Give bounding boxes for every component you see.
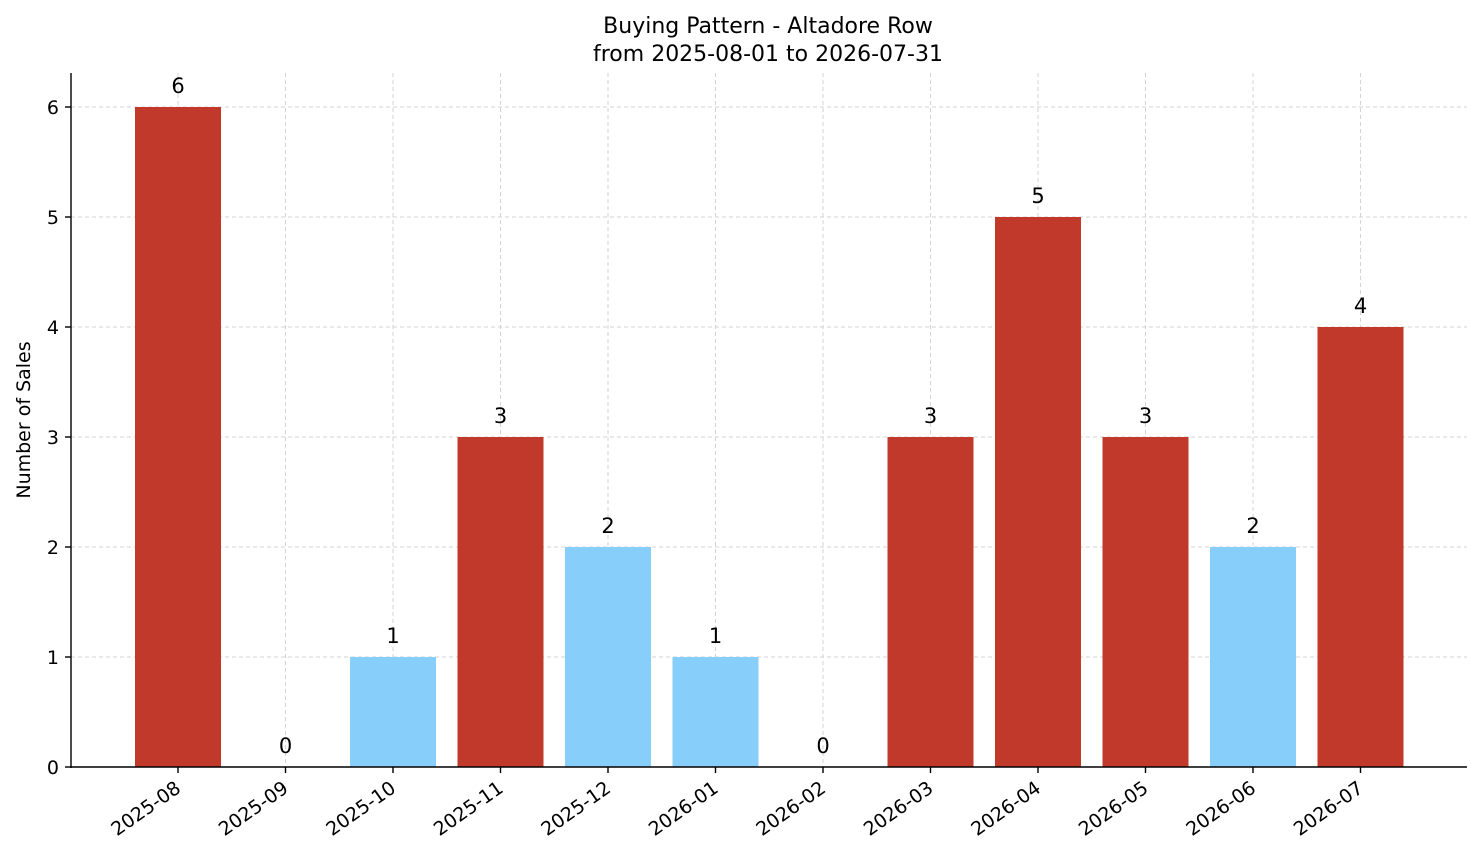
bar-value-label: 5 bbox=[1031, 184, 1044, 208]
x-tick-label: 2026-04 bbox=[967, 777, 1045, 841]
y-axis-label: Number of Sales bbox=[13, 341, 35, 498]
y-ticks: 0 1 2 3 4 5 6 bbox=[47, 97, 71, 779]
bar bbox=[457, 437, 544, 767]
x-tick-label: 2026-06 bbox=[1182, 777, 1260, 841]
y-tick-label: 3 bbox=[47, 427, 59, 449]
x-tick-label: 2025-08 bbox=[107, 777, 185, 841]
bar bbox=[565, 547, 651, 767]
x-tick-label: 2026-07 bbox=[1290, 777, 1368, 841]
bar bbox=[350, 657, 436, 767]
x-tick-label: 2025-10 bbox=[322, 777, 400, 841]
bar-value-label: 3 bbox=[924, 404, 937, 428]
y-tick-label: 2 bbox=[47, 537, 59, 559]
data-labels: 6 0 1 3 2 1 0 3 5 3 2 4 bbox=[171, 74, 1367, 758]
bar bbox=[995, 217, 1081, 767]
bar-value-label: 0 bbox=[279, 734, 292, 758]
bar bbox=[1210, 547, 1296, 767]
x-tick-label: 2026-02 bbox=[752, 777, 830, 841]
bar-value-label: 0 bbox=[816, 734, 829, 758]
x-tick-label: 2026-01 bbox=[645, 777, 723, 841]
bars bbox=[135, 107, 1404, 767]
bar-value-label: 2 bbox=[601, 514, 614, 538]
bar-value-label: 4 bbox=[1354, 294, 1367, 318]
bar-value-label: 6 bbox=[171, 74, 184, 98]
bar-value-label: 3 bbox=[1139, 404, 1152, 428]
x-tick-label: 2025-11 bbox=[430, 777, 508, 841]
y-tick-label: 5 bbox=[47, 207, 59, 229]
bar bbox=[887, 437, 974, 767]
x-ticks: 2025-08 2025-09 2025-10 2025-11 2025-12 2026-… bbox=[107, 767, 1367, 841]
axes bbox=[70, 73, 1467, 768]
y-tick-label: 4 bbox=[47, 317, 59, 339]
chart-title: Buying Pattern - Altadore Row bbox=[603, 14, 933, 39]
bar-value-label: 1 bbox=[709, 624, 722, 648]
chart-subtitle: from 2025-08-01 to 2026-07-31 bbox=[593, 42, 943, 67]
x-tick-label: 2025-09 bbox=[215, 777, 293, 841]
y-tick-label: 0 bbox=[47, 757, 59, 779]
bar bbox=[1317, 327, 1404, 767]
y-tick-label: 6 bbox=[47, 97, 59, 119]
bar-value-label: 1 bbox=[386, 624, 399, 648]
bar bbox=[672, 657, 759, 767]
bar bbox=[1102, 437, 1189, 767]
x-tick-label: 2026-05 bbox=[1075, 777, 1153, 841]
bar bbox=[135, 107, 221, 767]
bar-value-label: 2 bbox=[1246, 514, 1259, 538]
x-tick-label: 2026-03 bbox=[860, 777, 938, 841]
x-tick-label: 2025-12 bbox=[537, 777, 615, 841]
y-tick-label: 1 bbox=[47, 647, 59, 669]
bar-value-label: 3 bbox=[494, 404, 507, 428]
